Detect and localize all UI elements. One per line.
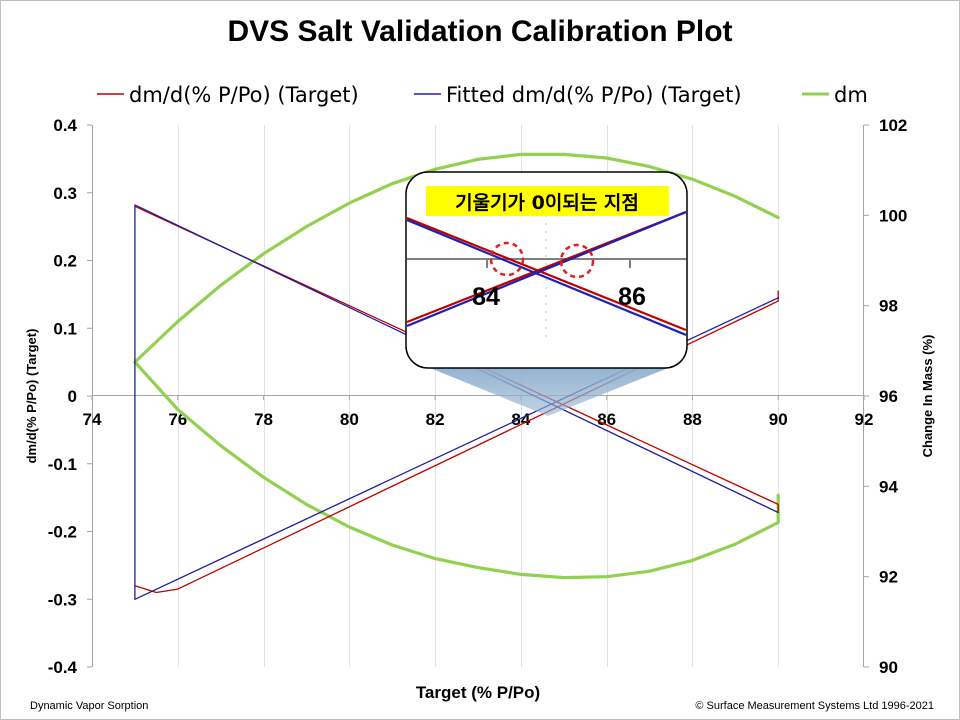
- zoom-label: 기울기가 0이되는 지점: [455, 192, 639, 214]
- legend-label-fitted: Fitted dm/d(% P/Po) (Target): [446, 83, 742, 107]
- zoom-label-background: [426, 186, 669, 216]
- x-tick-label: 78: [254, 410, 273, 429]
- zoom-inset-plot: [407, 210, 686, 340]
- y-tick-label: -0.4: [48, 658, 78, 677]
- x-tick-label: 84: [511, 410, 530, 429]
- y-tick-label: 0: [68, 387, 77, 406]
- y-tick-label: -0.1: [48, 455, 77, 474]
- y2-tick-label: 100: [879, 206, 907, 225]
- tick-labels: 74 76 78 80 82 84 86 88 90 92 0.4 0.3 0.2 0.1 0 -0.1 -0.…: [48, 116, 908, 677]
- legend: dm/d(% P/Po) (Target) Fitted dm/d(% P/Po…: [97, 83, 868, 107]
- footer-right: © Surface Measurement Systems Ltd 1996-2…: [695, 700, 934, 712]
- x-tick-label: 86: [597, 410, 616, 429]
- y2-tick-label: 92: [879, 568, 898, 587]
- y-tick-label: 0.2: [53, 252, 77, 271]
- x-tick-label: 90: [769, 410, 788, 429]
- y-tick-label: 0.1: [53, 319, 77, 338]
- y2-tick-label: 98: [879, 297, 898, 316]
- zoom-target-line: [407, 216, 686, 332]
- x-axis-title: Target (% P/Po): [416, 683, 540, 702]
- y2-tick-label: 96: [879, 387, 898, 406]
- zoom-callout-pointer: [430, 368, 668, 416]
- zero-slope-marker: [489, 241, 525, 277]
- y-tick-label: 0.4: [53, 116, 77, 135]
- y2-tick-label: 94: [879, 477, 898, 496]
- y-tick-label: 0.3: [53, 184, 77, 203]
- y-tick-label: -0.2: [48, 523, 77, 542]
- y-tick-label: -0.3: [48, 590, 77, 609]
- y2-tick-label: 102: [879, 116, 907, 135]
- zoom-tick-label: 86: [618, 283, 646, 311]
- zoom-tick-label: 84: [472, 283, 500, 311]
- zero-slope-marker: [559, 243, 595, 279]
- legend-label-target: dm/d(% P/Po) (Target): [129, 83, 359, 107]
- legend-label-dm: dm: [834, 83, 868, 107]
- dm-series-line: [133, 360, 780, 580]
- chart-title: DVS Salt Validation Calibration Plot: [227, 15, 732, 48]
- x-tick-label: 80: [340, 410, 359, 429]
- x-tick-label: 76: [168, 410, 187, 429]
- zoom-fitted-line: [407, 218, 686, 337]
- x-tick-label: 82: [426, 410, 445, 429]
- y2-axis-title: Change In Mass (%): [920, 335, 935, 458]
- x-tick-label: 74: [83, 410, 102, 429]
- zoom-inset: 기울기가 0이되는 지점 84 86: [405, 171, 688, 369]
- y2-tick-label: 90: [879, 658, 898, 677]
- footer-left: Dynamic Vapor Sorption: [30, 700, 148, 712]
- y-axis-title: dm/d(% P/Po) (Target): [24, 329, 39, 464]
- zoom-fitted-line: [407, 210, 686, 328]
- x-tick-label: 88: [683, 410, 702, 429]
- target-series-line: [134, 205, 779, 512]
- x-tick-label: 92: [855, 410, 874, 429]
